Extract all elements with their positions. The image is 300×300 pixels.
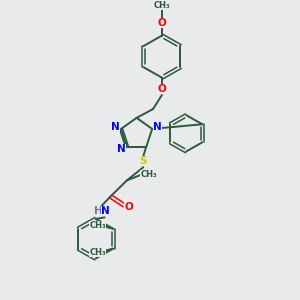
Text: CH₃: CH₃ (154, 1, 170, 10)
Text: H: H (94, 206, 103, 216)
Text: O: O (124, 202, 133, 212)
Text: CH₃: CH₃ (140, 170, 157, 179)
Text: O: O (158, 18, 166, 28)
Text: S: S (140, 156, 147, 167)
Text: N: N (153, 122, 162, 133)
Text: N: N (101, 206, 110, 216)
Text: N: N (117, 144, 126, 154)
Text: O: O (158, 84, 166, 94)
Text: CH₃: CH₃ (89, 248, 106, 256)
Text: N: N (111, 122, 120, 132)
Text: CH₃: CH₃ (89, 221, 106, 230)
